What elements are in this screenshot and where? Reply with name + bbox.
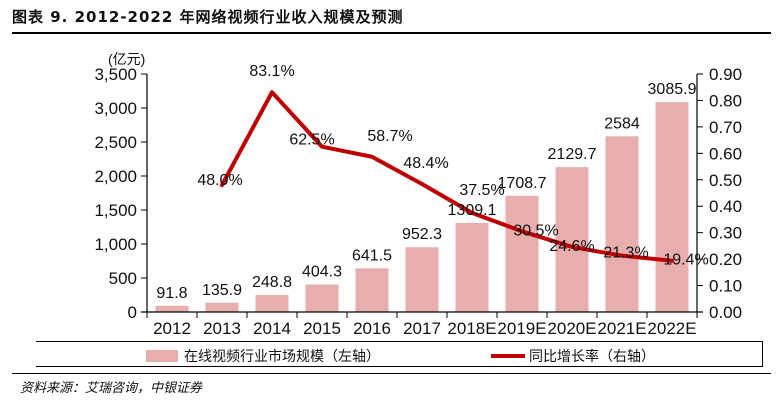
bars-layer <box>155 102 689 312</box>
legend-bar-swatch-icon <box>146 350 178 362</box>
axes-layer: 0 500 1,000 1,500 2,000 2,500 3,000 3,500(亿元) 0.… <box>94 51 742 338</box>
right-tick-label: 0.10 <box>709 277 742 296</box>
left-tick-label: 500 <box>109 269 137 288</box>
left-tick-label: 3,500 <box>94 65 137 84</box>
left-tick-label: 1,000 <box>94 235 137 254</box>
bar-2020E <box>555 167 589 312</box>
chart-title: 图表 9. 2012-2022 年网络视频行业收入规模及预测 <box>12 8 404 26</box>
bar-value-label: 1309.1 <box>448 202 497 219</box>
bar-value-label: 952.3 <box>402 226 442 243</box>
left-tick-label: 2,500 <box>94 133 137 152</box>
x-tick-label: 2013 <box>203 319 241 338</box>
bar-2021E <box>605 136 639 312</box>
bar-2017 <box>405 247 439 312</box>
legend-label-growth-rate: 同比增长率（右轴） <box>529 349 655 365</box>
right-tick-label: 0.50 <box>709 171 742 190</box>
legend-label-market-size: 在线视频行业市场规模（左轴） <box>184 349 380 365</box>
x-tick-label: 2022E <box>647 319 696 338</box>
x-tick-label: 2019E <box>497 319 546 338</box>
source-divider <box>12 373 771 374</box>
bar-value-label: 2129.7 <box>548 146 597 163</box>
right-tick-label: 0.00 <box>709 303 742 322</box>
bar-2018E <box>455 222 489 312</box>
left-tick-label: 0 <box>128 303 137 322</box>
bar-2016 <box>355 268 389 312</box>
x-tick-label: 2012 <box>153 319 191 338</box>
left-tick-label: 3,000 <box>94 99 137 118</box>
right-tick-label: 0.90 <box>709 65 742 84</box>
bar-2012 <box>155 305 189 312</box>
labels-layer: 91.8 135.9 248.8 404.3 641.5 952.3 1309.11708.… <box>156 63 708 302</box>
left-tick-label: 2,000 <box>94 167 137 186</box>
x-tick-label: 2018E <box>447 319 496 338</box>
left-tick-label: 1,500 <box>94 201 137 220</box>
line-layer <box>220 90 674 263</box>
bar-value-label: 641.5 <box>352 247 392 264</box>
growth-rate-label: 37.5% <box>459 182 504 199</box>
growth-rate-label: 58.7% <box>367 128 412 145</box>
x-tick-label: 2016 <box>353 319 391 338</box>
right-tick-label: 0.40 <box>709 197 742 216</box>
bar-value-label: 135.9 <box>202 282 242 299</box>
growth-rate-line <box>220 90 674 263</box>
growth-rate-label: 30.5% <box>513 222 558 239</box>
bar-2014 <box>255 295 289 312</box>
bar-2019E <box>505 195 539 312</box>
legend: 在线视频行业市场规模（左轴） 同比增长率（右轴） <box>36 341 763 367</box>
growth-rate-label: 83.1% <box>249 63 294 80</box>
bar-value-label: 91.8 <box>156 285 187 302</box>
right-tick-label: 0.70 <box>709 118 742 137</box>
right-tick-label: 0.20 <box>709 250 742 269</box>
bar-value-label: 2584 <box>604 115 640 132</box>
source-note: 资料来源：艾瑞咨询，中银证券 <box>20 381 203 396</box>
bar-value-label: 1708.7 <box>498 175 547 192</box>
bar-value-label: 248.8 <box>252 274 292 291</box>
growth-rate-label: 48.4% <box>403 155 448 172</box>
x-tick-label: 2017 <box>403 319 441 338</box>
growth-rate-label: 24.6% <box>549 238 594 255</box>
right-tick-label: 0.30 <box>709 224 742 243</box>
title-divider <box>12 32 771 34</box>
bar-value-label: 404.3 <box>302 264 342 281</box>
bar-2015 <box>305 284 339 312</box>
right-tick-label: 0.60 <box>709 144 742 163</box>
legend-item-growth-rate: 同比增长率（右轴） <box>491 346 655 366</box>
x-tick-label: 2015 <box>303 319 341 338</box>
x-tick-label: 2020E <box>547 319 596 338</box>
legend-line-swatch-icon <box>491 354 525 358</box>
legend-item-market-size: 在线视频行业市场规模（左轴） <box>146 346 380 366</box>
x-tick-label: 2014 <box>253 319 291 338</box>
x-tick-label: 2021E <box>597 319 646 338</box>
growth-rate-label: 48.0% <box>197 172 242 189</box>
right-tick-label: 0.80 <box>709 91 742 110</box>
bar-2022E <box>655 102 689 312</box>
bar-value-label: 3085.9 <box>648 81 697 98</box>
growth-rate-label: 21.3% <box>603 245 648 262</box>
bar-2013 <box>205 302 239 312</box>
growth-rate-label: 19.4% <box>663 252 708 269</box>
left-axis-unit: (亿元) <box>108 51 145 67</box>
growth-rate-label: 62.5% <box>289 132 334 149</box>
